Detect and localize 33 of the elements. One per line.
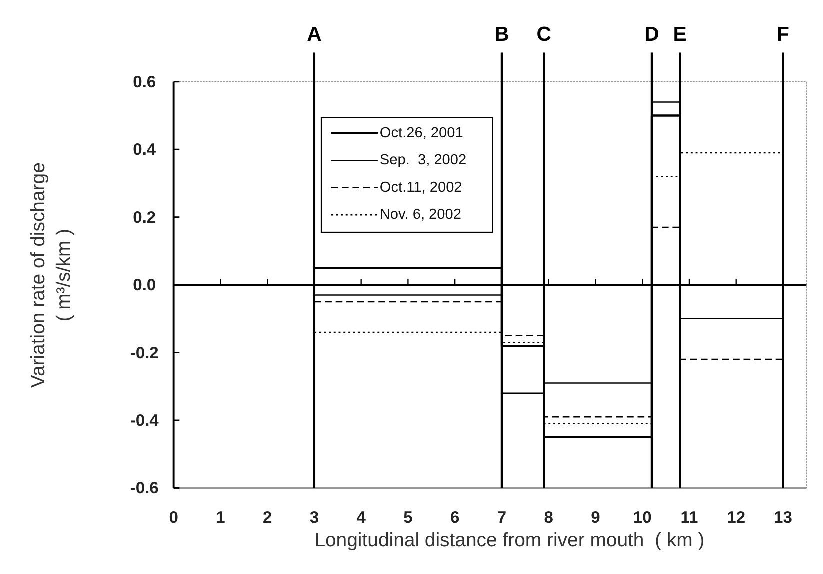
y-axis-title: Variation rate of discharge ( m³/s/km ) <box>28 162 75 388</box>
x-tick-label: 2 <box>262 508 272 527</box>
y-tick-label: 0.6 <box>133 72 156 92</box>
x-tick-label: 13 <box>774 508 792 527</box>
ref-line-label: E <box>673 24 687 46</box>
ref-line-label: C <box>536 24 552 46</box>
ref-line-label: B <box>494 24 510 46</box>
legend-label: Sep. 3, 2002 <box>380 152 467 169</box>
ref-line-label: D <box>644 24 660 46</box>
ref-line-label: A <box>307 24 322 46</box>
x-tick-label: 12 <box>727 508 746 527</box>
x-tick-label: 9 <box>591 508 600 527</box>
ref-line-label: F <box>776 24 790 46</box>
x-tick-label: 5 <box>404 508 413 527</box>
y-tick-label: 0.0 <box>133 276 156 295</box>
y-tick-label: 0.2 <box>133 208 156 227</box>
x-axis-title: Longitudinal distance from river mouth ( km ) <box>314 530 705 552</box>
x-tick-label: 6 <box>450 508 460 527</box>
legend-label: Oct.26, 2001 <box>380 125 464 142</box>
y-tick-label: -0.4 <box>130 411 160 430</box>
x-tick-label: 7 <box>497 508 507 527</box>
x-tick-label: 0 <box>169 508 178 527</box>
x-tick-label: 1 <box>216 508 226 527</box>
x-tick-label: 11 <box>680 508 698 527</box>
legend-label: Nov. 6, 2002 <box>380 207 462 224</box>
legend-label: Oct.11, 2002 <box>380 180 462 196</box>
x-tick-label: 8 <box>544 508 554 527</box>
x-tick-label: 10 <box>633 508 652 527</box>
y-tick-label: -0.2 <box>130 343 159 362</box>
x-tick-label: 3 <box>310 508 320 527</box>
x-tick-label: 4 <box>356 508 367 527</box>
y-tick-label: -0.6 <box>130 478 159 498</box>
y-tick-label: 0.4 <box>133 140 157 160</box>
